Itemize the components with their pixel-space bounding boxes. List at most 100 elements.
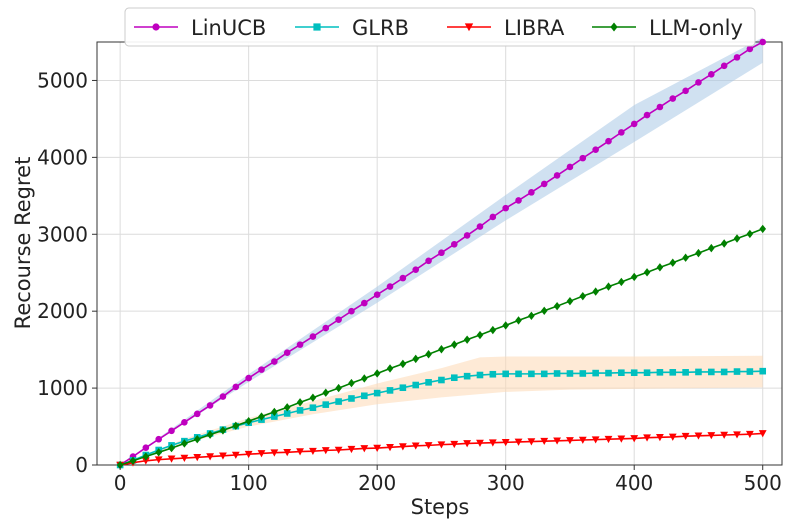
data-point [488,439,497,447]
data-point [669,369,677,376]
data-point [335,316,342,323]
y-axis-title: Recourse Regret [11,157,35,330]
data-point [181,439,188,448]
data-point [360,445,369,453]
data-point [463,335,471,344]
legend-item: LIBRA [447,16,565,40]
y-tick-label: 0 [75,453,88,477]
data-point [296,407,304,414]
data-point [425,257,432,265]
data-point [591,436,600,444]
series-linucb [116,38,767,469]
data-point [528,189,535,196]
data-point [399,359,407,369]
data-point [592,146,599,153]
data-point [489,325,497,335]
data-point [296,341,304,348]
data-point [528,370,535,378]
data-point [155,448,162,457]
data-point [746,368,754,375]
data-point [515,316,522,325]
data-point [296,448,304,456]
data-point [438,376,445,384]
data-point [759,38,767,46]
data-point [193,435,201,444]
data-point [630,120,638,128]
data-point [514,438,523,446]
data-point [656,103,664,111]
data-point [758,430,767,438]
data-point [322,388,330,397]
data-point [373,389,381,397]
data-point [245,416,252,426]
data-point [463,372,471,380]
data-point [656,369,664,376]
data-point [271,413,278,420]
data-point [361,299,368,307]
data-point [527,438,536,446]
data-point [604,435,613,444]
data-point [142,452,150,461]
data-point [219,393,227,400]
x-tick-label: 400 [615,471,653,495]
data-point [617,435,626,443]
data-point [733,368,741,375]
data-point [438,249,445,257]
data-point [630,435,639,443]
data-point [489,370,497,378]
data-point [668,433,677,441]
data-point [309,393,317,402]
data-point [618,369,625,377]
data-point [759,224,767,234]
data-point [437,441,446,449]
data-point [579,370,587,377]
data-point [553,370,561,377]
data-point [553,437,561,445]
y-axis-ticks: 0 1000 2000 3000 4000 5000 [37,68,97,477]
data-point [656,434,664,442]
data-point [605,282,612,291]
legend: LinUCB GLRB LIBRA LLM-only [124,7,756,47]
data-point [720,62,728,70]
data-point [271,358,278,365]
data-point [438,345,445,354]
data-point [708,243,715,253]
data-point [592,369,599,377]
data-point [335,398,342,405]
x-axis-title: Steps [411,495,470,519]
data-point [322,401,330,408]
data-point [270,449,279,457]
data-point [502,321,509,330]
data-point [399,274,407,282]
data-point [232,421,240,430]
x-tick-label: 200 [358,471,396,495]
data-point [245,374,252,382]
data-point [425,350,432,359]
y-tick-label: 5000 [37,68,88,92]
x-tick-label: 500 [744,471,782,495]
legend-item: LLM-only [592,16,743,40]
data-point [296,398,304,407]
data-point [321,447,330,455]
data-point [605,137,612,145]
data-point [167,455,176,463]
data-point [733,234,741,243]
data-point [707,432,716,440]
data-point [501,439,510,447]
data-point [643,369,651,377]
data-point [720,239,728,248]
data-point [540,306,548,315]
data-point [450,374,458,382]
legend-label: LIBRA [504,16,565,40]
data-point [271,407,278,417]
data-point [540,370,548,378]
data-point [348,378,355,388]
data-point [206,430,214,439]
x-tick-label: 100 [230,471,268,495]
data-point [463,232,471,239]
data-point [476,223,484,230]
data-point [476,439,484,447]
data-point [193,410,201,418]
data-point [258,366,265,373]
data-point [450,240,458,248]
